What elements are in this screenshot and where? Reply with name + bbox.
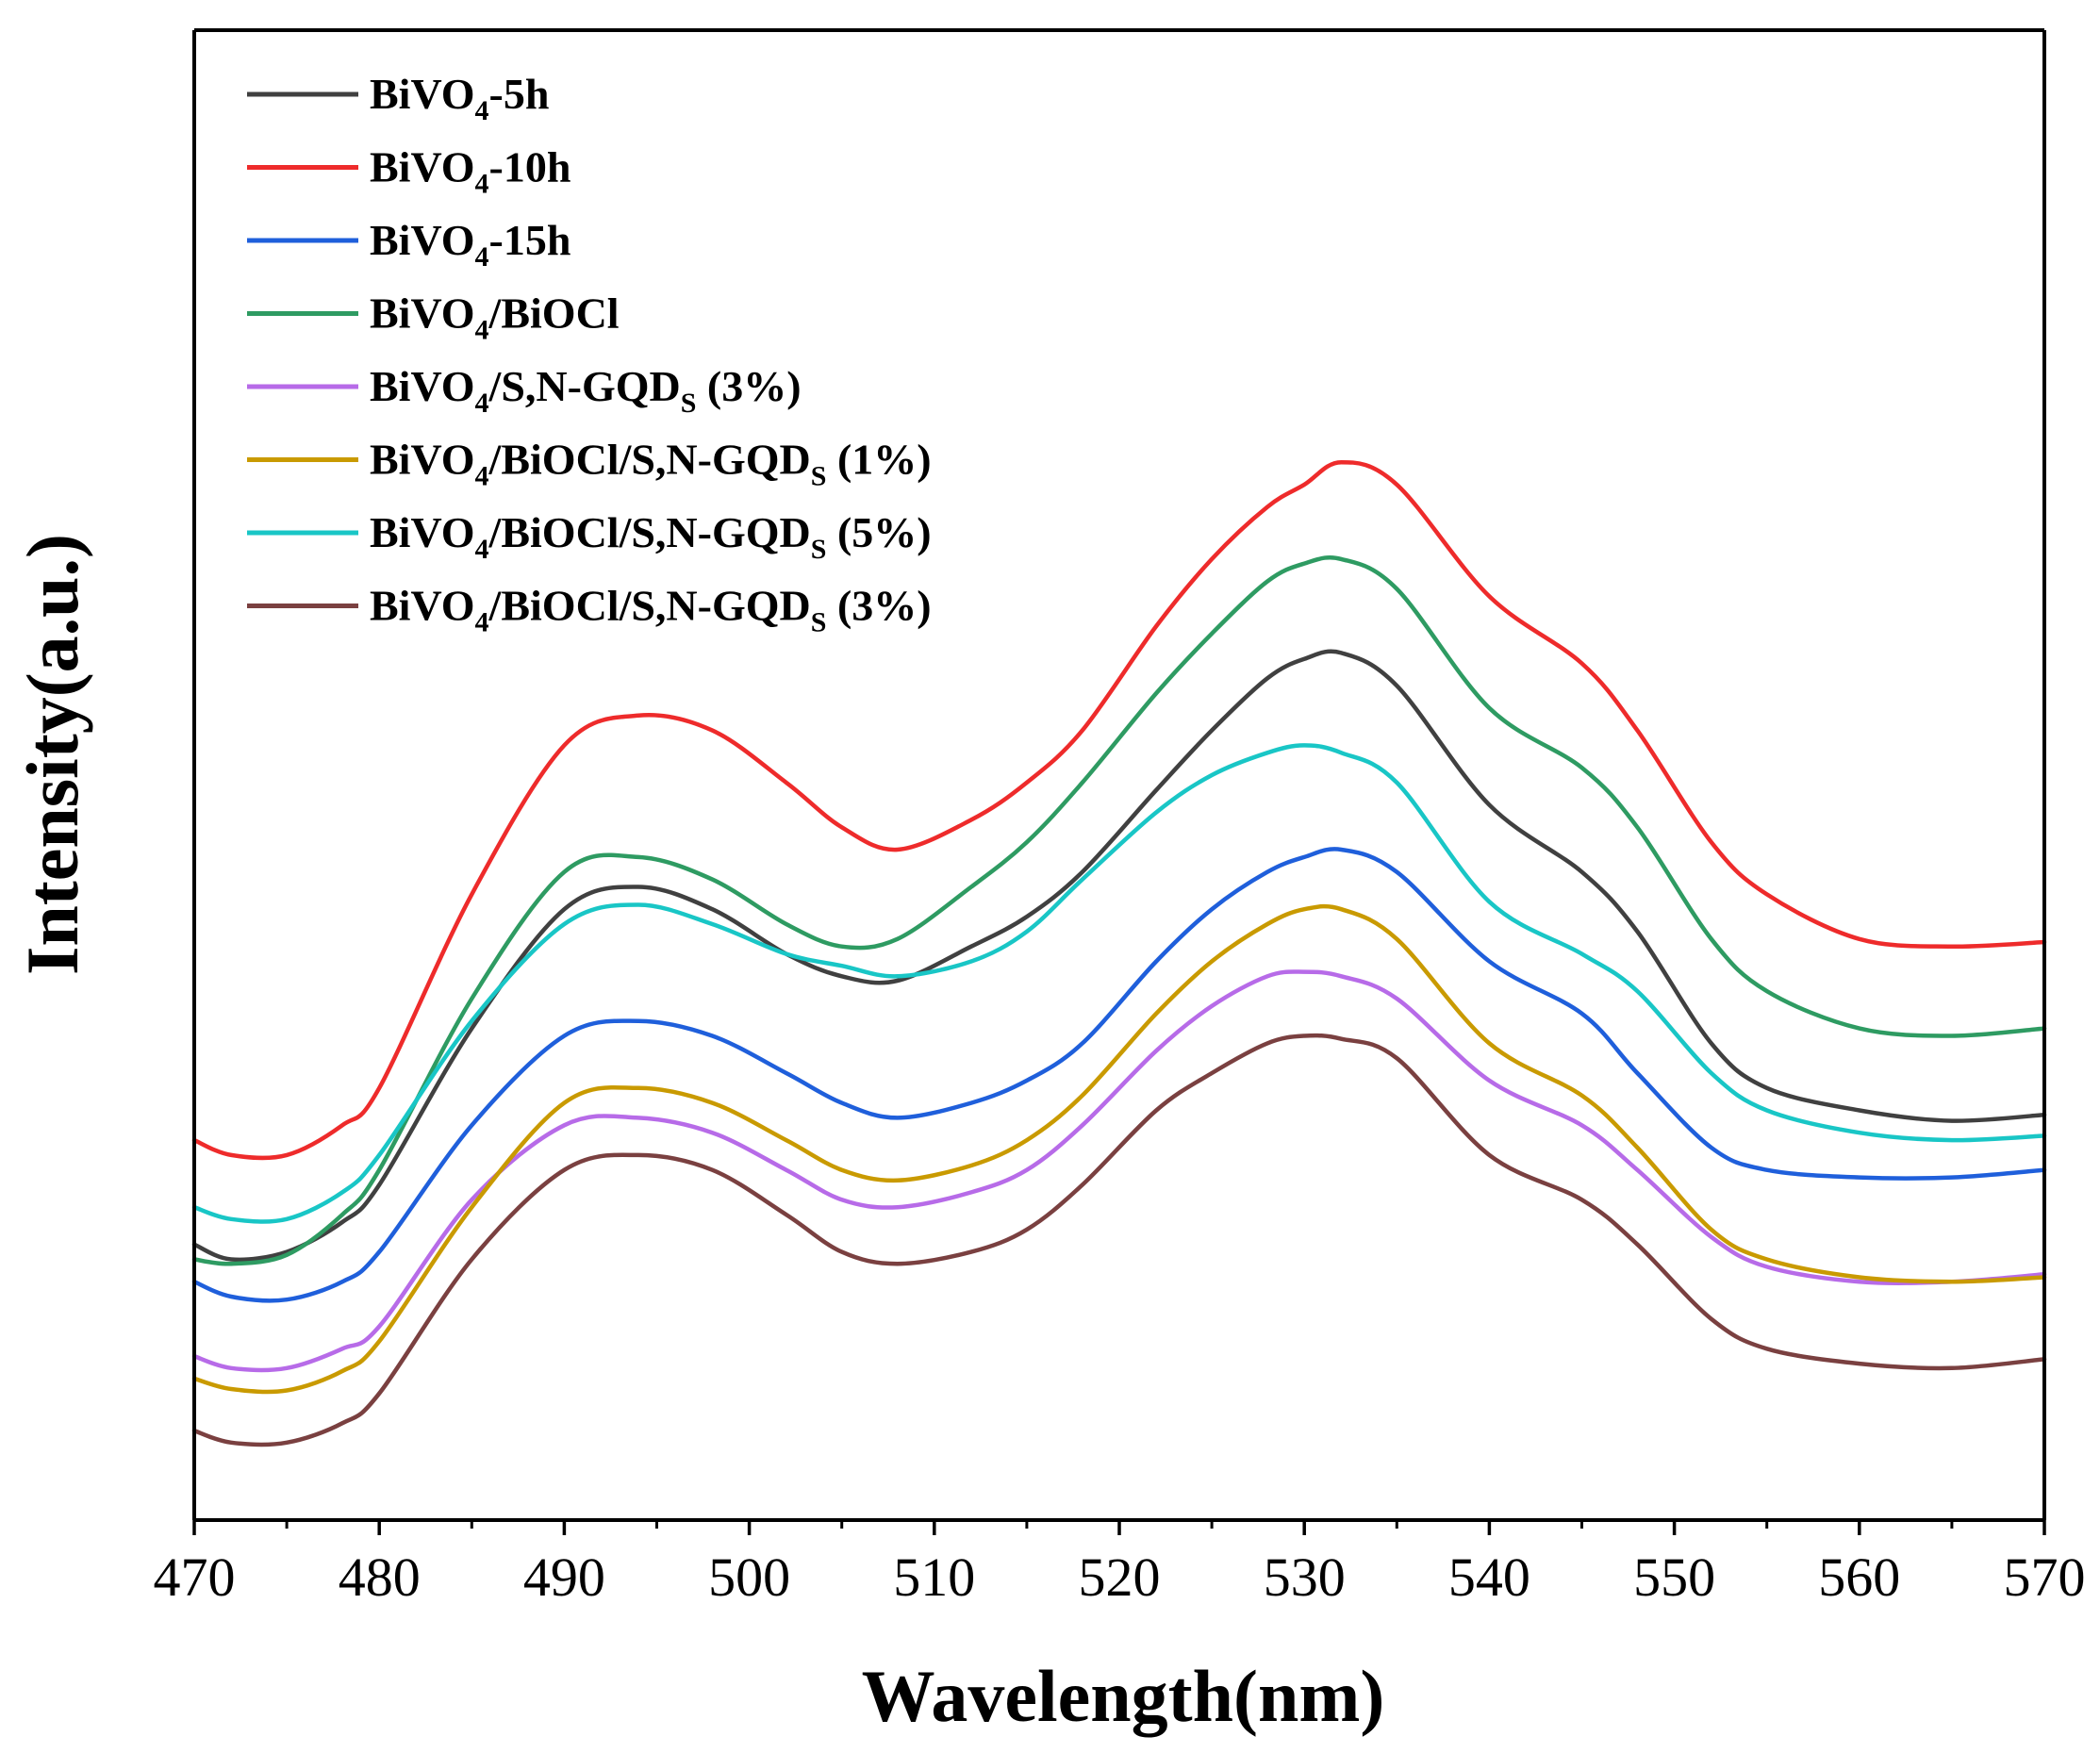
series-layer: [191, 459, 2047, 1447]
series-line-1: [191, 649, 2047, 1263]
y-axis-title: Intensity(a.u.): [11, 534, 93, 975]
legend-label: BiVO4/BiOCl/S,N-GQDS (3%): [370, 582, 932, 638]
legend-label: BiVO4-10h: [370, 143, 570, 200]
series-line-2: [191, 459, 2047, 1161]
x-tick-label: 560: [1818, 1546, 1900, 1608]
x-tick-label: 480: [339, 1546, 421, 1608]
x-tick-label: 550: [1633, 1546, 1715, 1608]
x-tick-label: 490: [523, 1546, 605, 1608]
legend-label: BiVO4/BiOCl/S,N-GQDS (1%): [370, 436, 932, 492]
series-line-7: [191, 743, 2047, 1224]
x-tick-label: 540: [1448, 1546, 1530, 1608]
legend: BiVO4-5h BiVO4-10h BiVO4-15h BiVO4/BiOCl BiV…: [247, 70, 932, 638]
series-line-5: [191, 969, 2047, 1373]
legend-label: BiVO4-5h: [370, 70, 549, 126]
ticks-layer: 470 480 490 500 510 520 530 540 550 560 570: [154, 1520, 2086, 1608]
x-tick-label: 500: [708, 1546, 790, 1608]
legend-label: BiVO4/BiOCl/S,N-GQDS (5%): [370, 508, 932, 565]
x-tick-label: 520: [1079, 1546, 1161, 1608]
series-line-6: [191, 903, 2047, 1395]
series-line-8: [191, 1033, 2047, 1447]
x-tick-label: 470: [154, 1546, 236, 1608]
series-line-3: [191, 847, 2047, 1303]
x-tick-label: 510: [893, 1546, 975, 1608]
legend-label: BiVO4/S,N-GQDS (3%): [370, 362, 802, 419]
x-axis-title: Wavelength(nm): [862, 1655, 1385, 1737]
series-line-4: [191, 554, 2047, 1266]
x-tick-label: 530: [1264, 1546, 1346, 1608]
legend-label: BiVO4-15h: [370, 216, 570, 273]
legend-label: BiVO4/BiOCl: [370, 289, 620, 346]
x-tick-label: 570: [2004, 1546, 2086, 1608]
